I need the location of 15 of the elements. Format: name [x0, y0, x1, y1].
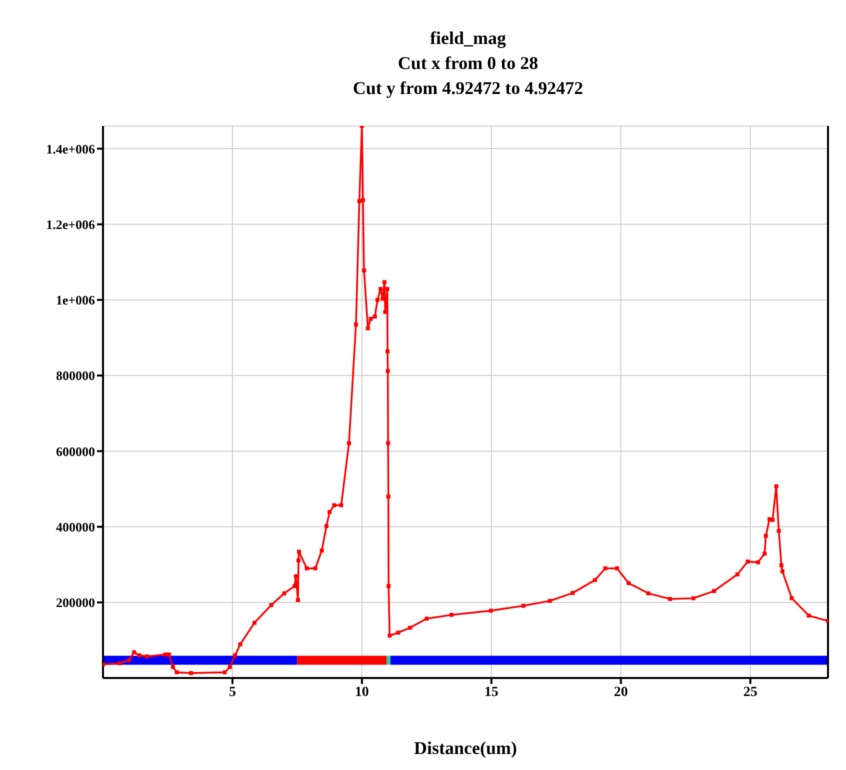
y-tick-label: 400000 [56, 519, 95, 534]
x-tick-label: 20 [614, 684, 628, 700]
y-tick-label: 800000 [56, 368, 95, 384]
x-axis-title: Distance(um) [414, 738, 517, 758]
y-tick-label: 1.4e+006 [46, 141, 96, 156]
chart-subtitle: Cut x from 0 to 28 Cut y from 4.92472 to 4.92472 [352, 52, 584, 100]
y-tick-label: 1e+006 [56, 292, 96, 308]
y-tick-label: 200000 [56, 595, 95, 610]
y-tick-label: 600000 [56, 444, 95, 459]
chart-title: field_mag [429, 27, 507, 50]
y-tick-label: 1.2e+006 [46, 216, 96, 232]
x-tick-label: 25 [743, 684, 758, 700]
x-tick-label: 15 [484, 684, 498, 700]
x-tick-label: 5 [228, 684, 236, 700]
x-tick-label: 10 [354, 684, 369, 700]
